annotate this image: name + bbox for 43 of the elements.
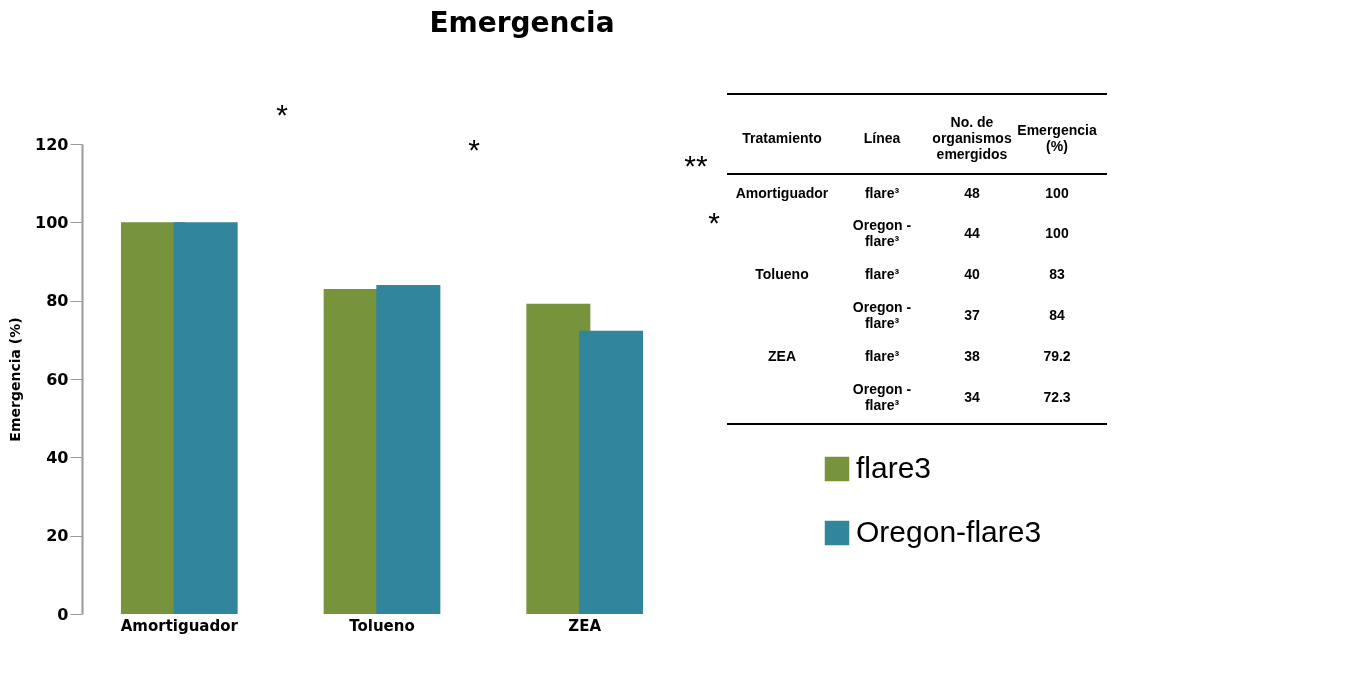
x-tick-label: Tolueno [349, 616, 415, 635]
text: * [276, 98, 289, 131]
x-tick-label: Amortiguador [120, 616, 239, 635]
text: Emergencia (%) [1017, 122, 1097, 154]
category-label: Tolueno [755, 266, 809, 282]
chart-title: Emergencia [429, 6, 615, 39]
text: Oregon - flare³ [852, 381, 912, 413]
text: 72.3 [1043, 389, 1071, 405]
legend-label: flare3 [856, 451, 932, 484]
text: No. de organismos emergidos [932, 114, 1012, 162]
text: Línea [863, 130, 901, 146]
annotation: * [468, 133, 481, 166]
category-label: ZEA [768, 348, 796, 364]
annotation: ** [684, 149, 708, 182]
text: * [708, 206, 721, 239]
text: 38 [964, 348, 980, 364]
text: Tratamiento [742, 130, 822, 146]
y-tick-label: 120 [35, 134, 69, 154]
text: 37 [964, 307, 980, 323]
text: 79.2 [1043, 348, 1071, 364]
text: flare³ [864, 348, 900, 364]
text: 100 [1045, 185, 1069, 201]
y-axis-title: Emergencia (%) [7, 317, 24, 442]
text: flare³ [864, 185, 900, 201]
text: Oregon - flare³ [852, 299, 912, 331]
x-tick-label: ZEA [568, 616, 602, 635]
text: Oregon - flare³ [852, 217, 912, 249]
y-tick-label: 80 [46, 291, 69, 311]
text: 83 [1049, 266, 1065, 282]
legend-label: Oregon-flare3 [856, 515, 1042, 548]
y-tick-label: 100 [35, 212, 69, 232]
category-label: Amortiguador [735, 185, 829, 201]
y-tick-label: 0 [57, 604, 69, 624]
text: 34 [964, 389, 980, 405]
text: flare³ [864, 266, 900, 282]
text: 44 [964, 225, 980, 241]
text: 84 [1049, 307, 1065, 323]
text: 40 [964, 266, 980, 282]
y-tick-label: 20 [46, 526, 69, 546]
y-tick-label: 60 [46, 369, 69, 389]
text: 100 [1045, 225, 1069, 241]
text: 48 [964, 185, 980, 201]
y-tick-label: 40 [46, 447, 69, 467]
